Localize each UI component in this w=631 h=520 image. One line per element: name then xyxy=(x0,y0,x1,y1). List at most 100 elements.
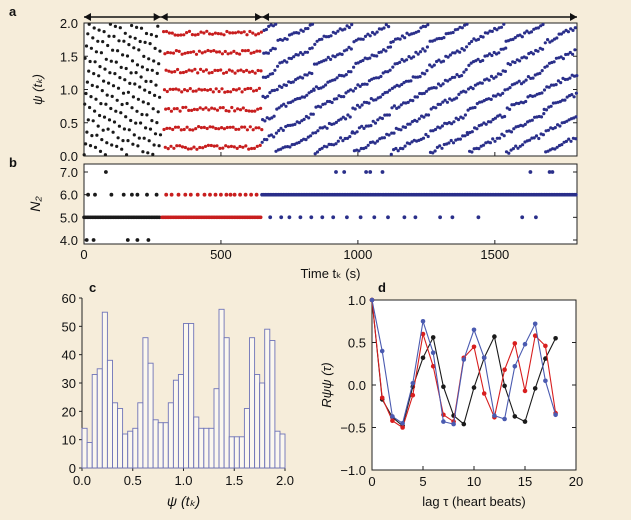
y-tick-label: 1.0 xyxy=(60,83,78,98)
phase-point xyxy=(185,30,189,35)
panel-d: d −1.0 −0.5 0.0 0.5 1.0 0 5 10 15 20 Rψψ (τ) lag τ (… xyxy=(319,280,583,509)
phase-point xyxy=(148,127,153,131)
histogram-bar xyxy=(198,427,205,469)
phase-point xyxy=(166,147,170,151)
x-tick-label: 5 xyxy=(419,474,426,489)
n2-point xyxy=(528,170,533,174)
phase-point xyxy=(250,69,254,73)
autocorrelation-point xyxy=(441,384,446,390)
phase-point xyxy=(339,95,343,99)
phase-point xyxy=(105,141,109,145)
phase-point xyxy=(276,64,280,68)
histogram-bar xyxy=(177,374,184,469)
phase-point xyxy=(158,133,163,137)
phase-point xyxy=(142,54,146,59)
phase-point xyxy=(199,30,203,34)
phase-point xyxy=(205,126,209,131)
phase-point xyxy=(286,123,290,128)
phase-point xyxy=(131,95,135,99)
phase-point xyxy=(469,61,473,65)
phase-point xyxy=(138,39,142,44)
phase-point xyxy=(370,30,375,35)
phase-point xyxy=(217,127,221,131)
phase-point xyxy=(102,115,107,119)
y-tick-label: 1.0 xyxy=(348,293,366,308)
phase-point xyxy=(425,45,429,49)
autocorrelation-point xyxy=(471,327,477,333)
phase-point xyxy=(430,65,434,69)
phase-point xyxy=(347,25,351,30)
phase-point xyxy=(235,146,239,150)
phase-point xyxy=(559,32,564,36)
phase-point xyxy=(200,51,204,55)
y-tick-label: 7.0 xyxy=(60,165,78,180)
phase-point xyxy=(111,84,116,88)
phase-point xyxy=(513,60,517,65)
autocorrelation-point xyxy=(461,421,467,427)
phase-point xyxy=(167,31,171,35)
segment-arrow-head xyxy=(255,13,263,21)
phase-point xyxy=(536,49,540,53)
phase-point xyxy=(135,25,139,29)
phase-point xyxy=(304,138,308,142)
phase-point xyxy=(502,134,506,138)
n2-point xyxy=(438,215,442,220)
phase-point xyxy=(190,108,194,112)
phase-point xyxy=(566,52,570,56)
phase-point xyxy=(203,50,207,54)
phase-point xyxy=(484,122,488,126)
phase-point xyxy=(518,144,522,148)
phase-point xyxy=(287,56,291,60)
phase-point xyxy=(360,103,364,107)
phase-point xyxy=(217,89,221,94)
autocorrelation-point xyxy=(410,381,416,386)
phase-point xyxy=(397,84,401,88)
phase-point xyxy=(258,49,262,53)
phase-point xyxy=(188,87,192,91)
phase-point xyxy=(243,49,247,53)
phase-point xyxy=(453,75,457,79)
phase-point xyxy=(220,87,224,91)
phase-point xyxy=(270,116,274,120)
phase-point xyxy=(206,88,210,92)
x-tick-label: 2.0 xyxy=(276,473,294,488)
phase-point xyxy=(171,51,176,55)
phase-point xyxy=(117,124,121,128)
y-axis-label: Rψψ (τ) xyxy=(319,362,334,407)
phase-point xyxy=(519,82,524,86)
phase-point xyxy=(460,26,464,30)
histogram-bar xyxy=(101,311,108,469)
phase-point xyxy=(528,138,532,142)
phase-point xyxy=(136,144,140,148)
phase-point xyxy=(417,29,421,33)
y-tick-label: 60 xyxy=(62,291,76,306)
phase-point xyxy=(324,83,328,87)
phase-point xyxy=(215,144,219,148)
phase-point xyxy=(358,105,362,109)
phase-point xyxy=(192,50,196,54)
phase-point xyxy=(379,74,383,79)
phase-point xyxy=(134,121,138,125)
phase-point xyxy=(435,59,439,64)
phase-point xyxy=(398,37,402,41)
phase-point xyxy=(481,35,485,39)
phase-point xyxy=(93,109,97,113)
phase-point xyxy=(226,90,230,94)
phase-point xyxy=(163,145,167,149)
n2-point xyxy=(219,192,223,197)
phase-point xyxy=(110,143,114,147)
autocorrelation-point xyxy=(481,391,487,396)
phase-point xyxy=(100,89,104,93)
phase-point xyxy=(561,98,565,102)
phase-point xyxy=(256,68,260,73)
phase-point xyxy=(165,126,169,130)
phase-point xyxy=(147,139,151,143)
phase-point xyxy=(208,87,213,92)
phase-point xyxy=(221,106,225,110)
phase-point xyxy=(288,145,292,149)
phase-point xyxy=(398,60,402,64)
phase-point xyxy=(529,50,533,55)
autocorrelation-point xyxy=(430,350,436,356)
phase-point xyxy=(200,88,204,92)
phase-point xyxy=(254,126,258,130)
